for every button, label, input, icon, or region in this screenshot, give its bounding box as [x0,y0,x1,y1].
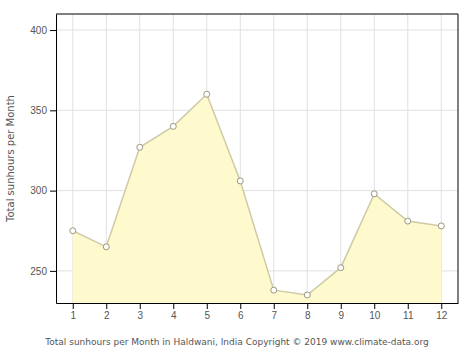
marks [70,91,445,303]
tick-label: 5 [204,310,210,321]
grid-line [307,14,308,303]
tick-mark [106,303,107,309]
tick: 250 [30,266,56,277]
tick-mark [140,303,141,309]
point [338,265,344,271]
tick-mark [441,303,442,309]
tick: 3 [137,303,143,321]
tick-mark [50,30,56,31]
x-axis-title: Total sunhours per Month in Haldwani, In… [44,337,428,347]
tick: 400 [30,25,56,36]
grid-line [340,14,341,303]
tick-mark [207,303,208,309]
tick-label: 400 [30,25,47,36]
point [304,292,310,298]
tick-label: 12 [436,310,448,321]
tick: 350 [30,105,56,116]
line [73,94,442,295]
tick-label: 3 [137,310,143,321]
tick: 1 [70,303,76,321]
point [170,123,176,129]
y-axis: 250 300 350 400 [30,15,56,304]
tick-mark [274,303,275,309]
tick: 6 [238,303,244,321]
tick-mark [50,271,56,272]
tick-label: 11 [403,310,414,321]
point [405,218,411,224]
tick-mark [240,303,241,309]
tick-label: 6 [238,310,244,321]
tick-label: 1 [70,310,76,321]
tick-label: 10 [369,310,381,321]
axis-line [57,303,459,304]
tick-mark [341,303,342,309]
tick-mark [50,110,56,111]
tick: 7 [271,303,277,321]
tick-mark [408,303,409,309]
chart: 123456789101112250300350400Total sunhour… [0,0,474,355]
grid-line [56,30,458,31]
grid-line [56,190,458,191]
frame [458,14,459,303]
tick-mark [173,303,174,309]
point [137,144,143,150]
tick-label: 300 [30,185,47,196]
x-axis: 123456789101112 [57,303,459,321]
tick-label: 350 [30,105,47,116]
tick-label: 250 [30,266,47,277]
tick: 10 [369,303,381,321]
tick: 4 [171,303,177,321]
tick-label: 7 [271,310,277,321]
grid-line [273,14,274,303]
point [271,287,277,293]
axis-line [56,15,57,304]
point [70,228,76,234]
y-axis-title: Total sunhours per Month [5,95,16,223]
point [438,223,444,229]
tick: 300 [30,185,56,196]
tick-mark [50,191,56,192]
tick: 5 [204,303,210,321]
grid [56,14,458,303]
tick: 11 [403,303,414,321]
tick-mark [307,303,308,309]
tick-label: 9 [338,310,344,321]
tick-mark [374,303,375,309]
point [237,178,243,184]
tick: 8 [305,303,311,321]
point [103,244,109,250]
tick-label: 2 [104,310,110,321]
point [204,91,210,97]
tick: 12 [436,303,448,321]
plot: 123456789101112250300350400 [30,14,458,321]
tick: 2 [104,303,110,321]
grid-line [56,110,458,111]
point [371,191,377,197]
tick-label: 4 [171,310,177,321]
frame [56,14,458,15]
tick: 9 [338,303,344,321]
tick-label: 8 [305,310,311,321]
tick-mark [73,303,74,309]
area [73,94,442,303]
